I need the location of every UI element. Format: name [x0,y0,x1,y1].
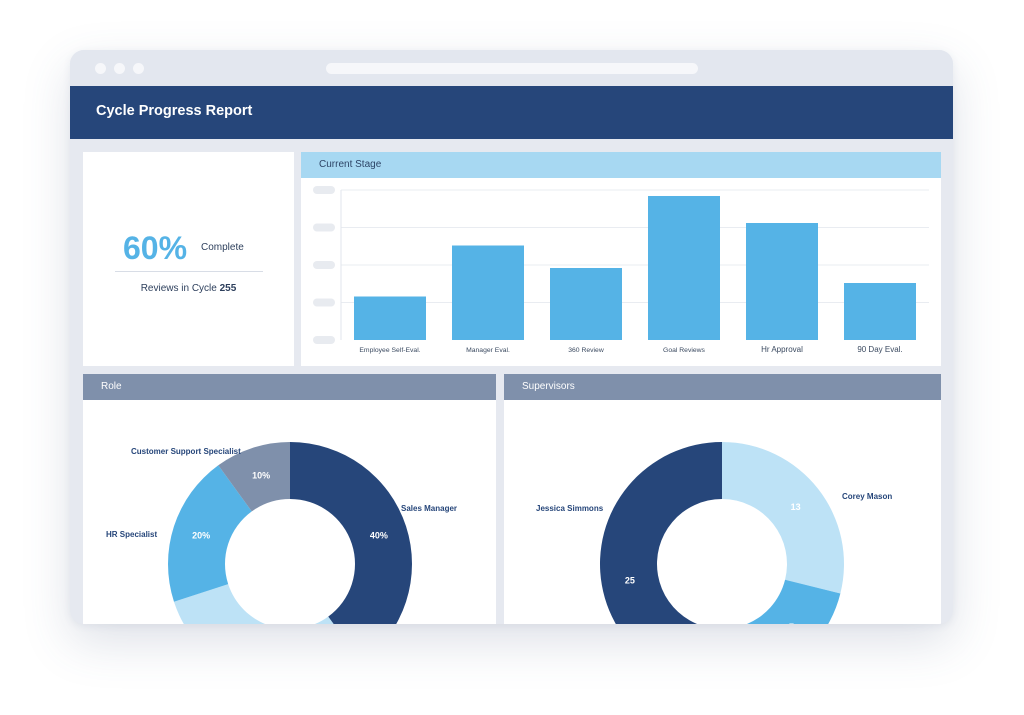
segment-value-label: 20% [192,531,210,541]
window-minimize-dot[interactable] [114,63,125,74]
segment-name-label: Corey Mason [842,492,892,501]
segment-name-label: HR Specialist [106,530,157,539]
reviews-count: 255 [219,283,237,294]
reviews-in-cycle: Reviews in Cycle 255 [83,283,294,294]
segment-value-label: 25 [625,576,635,586]
segment-name-label: Customer Support Specialist [131,447,241,456]
donut-segment-2[interactable] [600,442,764,624]
donut-segment-3[interactable] [218,442,290,512]
donut-segment-0[interactable] [290,442,412,624]
supervisors-card: Supervisors 13725Corey MasonIsaac CrossJ… [504,374,941,624]
segment-name-label: Sales Manager [401,504,457,513]
donut-segment-0[interactable] [722,442,844,594]
segment-name-label: Jessica Simmons [536,504,604,513]
bar-1[interactable] [452,245,524,341]
current-stage-card: Current Stage Employee Self-Eval. Manager… [301,152,941,366]
bar-3[interactable] [648,196,720,340]
supervisors-header: Supervisors [504,374,941,400]
x-tick-label: Hr Approval [761,345,803,354]
bar-4[interactable] [746,223,818,340]
donut-segment-2[interactable] [168,465,252,602]
current-stage-header: Current Stage [301,152,941,178]
kpi-divider [115,271,263,272]
y-tick-placeholder [313,186,335,194]
kpi-card: 60% Complete Reviews in Cycle 255 [83,152,294,366]
segment-value-label: 40% [370,531,388,541]
segment-value-label: 7 [789,622,794,624]
x-tick-label: Goal Reviews [663,347,706,354]
browser-window: Cycle Progress Report 60% Complete Revie… [70,50,953,624]
current-stage-chart: Employee Self-Eval. Manager Eval. 360 Revi… [313,186,929,354]
x-tick-label: Manager Eval. [466,347,510,354]
bar-2[interactable] [550,268,622,340]
y-tick-placeholder [313,298,335,307]
segment-value-label: 13 [791,502,801,512]
completion-label: Complete [201,242,244,253]
window-maximize-dot[interactable] [133,63,144,74]
completion-percent: 60% [123,230,188,266]
supervisors-donut-chart: 13725Corey MasonIsaac CrossJessica Simmo… [536,442,892,624]
y-tick-placeholder [313,261,335,269]
bar-0[interactable] [354,296,426,341]
window-close-dot[interactable] [95,63,106,74]
report-header: Cycle Progress Report [70,86,953,139]
page-title: Cycle Progress Report [96,103,253,119]
y-tick-placeholder [313,336,335,344]
y-tick-placeholder [313,223,335,232]
bar-5[interactable] [844,283,916,340]
role-header: Role [83,374,496,400]
donut-segment-1[interactable] [744,579,841,624]
segment-value-label: 10% [252,471,270,481]
x-tick-label: Employee Self-Eval. [359,347,420,354]
x-tick-label: 90 Day Eval. [857,345,902,354]
x-tick-label: 360 Review [568,347,604,354]
browser-titlebar [70,50,953,86]
address-bar[interactable] [326,63,698,74]
reviews-label: Reviews in Cycle [140,283,217,294]
donut-segment-1[interactable] [173,584,362,624]
